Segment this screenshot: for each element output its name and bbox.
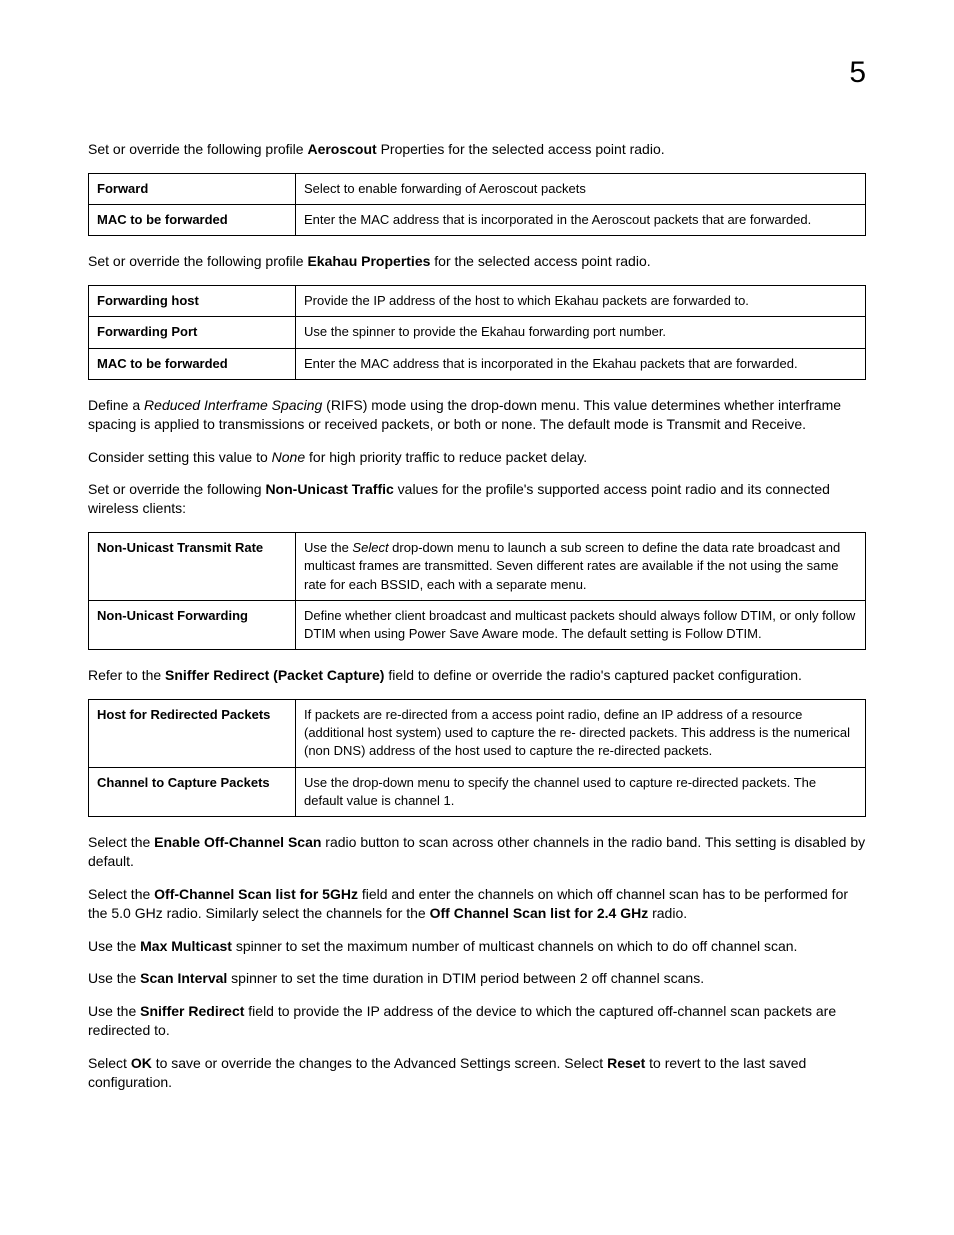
paragraph-aeroscout-intro: Set or override the following profile Ae… (88, 140, 866, 159)
text: Select the (88, 886, 154, 902)
text-bold: Scan Interval (140, 970, 227, 986)
paragraph-sniffer-intro: Refer to the Sniffer Redirect (Packet Ca… (88, 666, 866, 685)
text-bold: Max Multicast (140, 938, 232, 954)
paragraph-ekahau-intro: Set or override the following profile Ek… (88, 252, 866, 271)
cell-value: Use the Select drop-down menu to launch … (296, 533, 866, 601)
text-bold: Off Channel Scan list for 2.4 GHz (430, 905, 649, 921)
cell-key: Channel to Capture Packets (89, 767, 296, 816)
cell-key: MAC to be forwarded (89, 205, 296, 236)
text: Set or override the following (88, 481, 265, 497)
cell-value: Define whether client broadcast and mult… (296, 600, 866, 649)
cell-key: Non-Unicast Transmit Rate (89, 533, 296, 601)
cell-key: Non-Unicast Forwarding (89, 600, 296, 649)
text: to save or override the changes to the A… (152, 1055, 607, 1071)
table-ekahau: Forwarding host Provide the IP address o… (88, 285, 866, 380)
cell-value: Enter the MAC address that is incorporat… (296, 205, 866, 236)
document-page: 5 Set or override the following profile … (0, 0, 954, 1235)
table-row: Forward Select to enable forwarding of A… (89, 173, 866, 204)
table-row: Channel to Capture Packets Use the drop-… (89, 767, 866, 816)
text-bold: OK (131, 1055, 152, 1071)
text: Use the (304, 540, 352, 555)
paragraph-rifs: Define a Reduced Interframe Spacing (RIF… (88, 396, 866, 434)
text-bold: Off-Channel Scan list for 5GHz (154, 886, 358, 902)
cell-value: Use the drop-down menu to specify the ch… (296, 767, 866, 816)
text-italic: None (272, 449, 305, 465)
text-bold: Sniffer Redirect (Packet Capture) (165, 667, 384, 683)
text-italic: Reduced Interframe Spacing (144, 397, 322, 413)
text-bold: Reset (607, 1055, 645, 1071)
cell-value: Provide the IP address of the host to wh… (296, 286, 866, 317)
table-row: Forwarding Port Use the spinner to provi… (89, 317, 866, 348)
text: Set or override the following profile (88, 141, 307, 157)
page-number: 5 (849, 56, 866, 90)
text: Select (88, 1055, 131, 1071)
text: Select the (88, 834, 154, 850)
cell-key: Forward (89, 173, 296, 204)
paragraph-ok-reset: Select OK to save or override the change… (88, 1054, 866, 1092)
cell-value: If packets are re-directed from a access… (296, 700, 866, 768)
text-bold: Non-Unicast Traffic (265, 481, 393, 497)
paragraph-rifs-none: Consider setting this value to None for … (88, 448, 866, 467)
paragraph-nonunicast-intro: Set or override the following Non-Unicas… (88, 480, 866, 518)
text: Consider setting this value to (88, 449, 272, 465)
cell-key: Forwarding host (89, 286, 296, 317)
table-aeroscout: Forward Select to enable forwarding of A… (88, 173, 866, 236)
cell-key: Forwarding Port (89, 317, 296, 348)
text: Refer to the (88, 667, 165, 683)
text: Use the (88, 1003, 140, 1019)
cell-key: Host for Redirected Packets (89, 700, 296, 768)
text: Properties for the selected access point… (377, 141, 665, 157)
cell-value: Enter the MAC address that is incorporat… (296, 348, 866, 379)
paragraph-offchannel-lists: Select the Off-Channel Scan list for 5GH… (88, 885, 866, 923)
table-row: Host for Redirected Packets If packets a… (89, 700, 866, 768)
paragraph-enable-offchannel: Select the Enable Off-Channel Scan radio… (88, 833, 866, 871)
text: field to define or override the radio's … (384, 667, 801, 683)
text: for high priority traffic to reduce pack… (305, 449, 587, 465)
table-row: MAC to be forwarded Enter the MAC addres… (89, 348, 866, 379)
table-nonunicast: Non-Unicast Transmit Rate Use the Select… (88, 532, 866, 650)
text: spinner to set the time duration in DTIM… (227, 970, 704, 986)
table-sniffer: Host for Redirected Packets If packets a… (88, 699, 866, 817)
text: Set or override the following profile (88, 253, 307, 269)
text: spinner to set the maximum number of mul… (232, 938, 797, 954)
page-content: Set or override the following profile Ae… (88, 140, 866, 1092)
text-bold: Enable Off-Channel Scan (154, 834, 321, 850)
cell-key: MAC to be forwarded (89, 348, 296, 379)
cell-value: Select to enable forwarding of Aeroscout… (296, 173, 866, 204)
cell-value: Use the spinner to provide the Ekahau fo… (296, 317, 866, 348)
text: radio. (648, 905, 687, 921)
text: for the selected access point radio. (430, 253, 650, 269)
table-row: Non-Unicast Transmit Rate Use the Select… (89, 533, 866, 601)
text-bold: Ekahau Properties (307, 253, 430, 269)
paragraph-max-multicast: Use the Max Multicast spinner to set the… (88, 937, 866, 956)
text-bold: Sniffer Redirect (140, 1003, 244, 1019)
table-row: Forwarding host Provide the IP address o… (89, 286, 866, 317)
paragraph-scan-interval: Use the Scan Interval spinner to set the… (88, 969, 866, 988)
text: Define a (88, 397, 144, 413)
text: Use the (88, 938, 140, 954)
table-row: MAC to be forwarded Enter the MAC addres… (89, 205, 866, 236)
text-italic: Select (352, 540, 388, 555)
table-row: Non-Unicast Forwarding Define whether cl… (89, 600, 866, 649)
text: Use the (88, 970, 140, 986)
paragraph-sniffer-redirect: Use the Sniffer Redirect field to provid… (88, 1002, 866, 1040)
text-bold: Aeroscout (307, 141, 376, 157)
